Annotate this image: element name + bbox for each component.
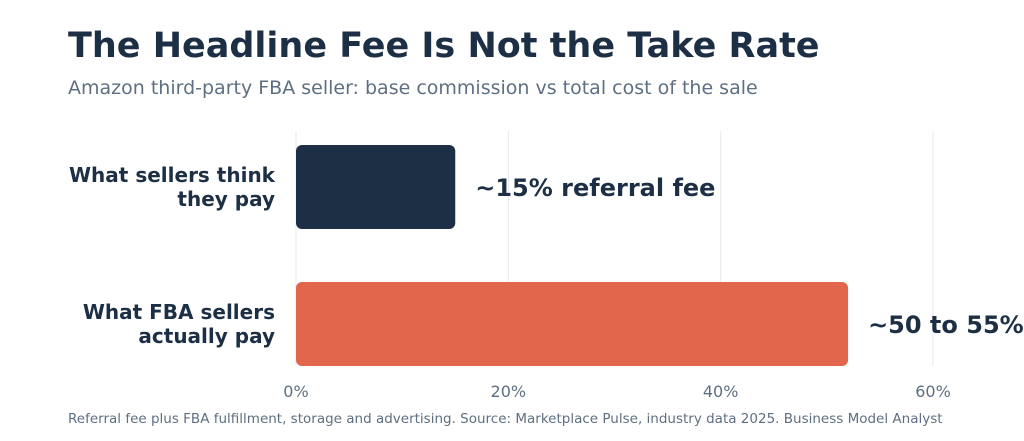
value-label-1: ~50 to 55% — [868, 311, 1024, 339]
chart-title: The Headline Fee Is Not the Take Rate — [68, 26, 820, 66]
chart-footnote: Referral fee plus FBA fulfillment, stora… — [68, 411, 943, 427]
category-label: What FBA sellers — [83, 300, 275, 324]
value-label-0: ~15% referral fee — [475, 174, 715, 202]
category-label: What sellers think — [69, 163, 276, 187]
x-tick-label: 40% — [703, 382, 739, 401]
category-label: actually pay — [138, 324, 275, 348]
x-tick-label: 0% — [283, 382, 308, 401]
chart-subtitle: Amazon third-party FBA seller: base comm… — [68, 77, 758, 99]
bar-1 — [296, 282, 849, 366]
x-tick-label: 60% — [915, 382, 951, 401]
category-label: they pay — [177, 187, 275, 211]
x-tick-label: 20% — [491, 382, 527, 401]
bar-0 — [296, 145, 456, 229]
